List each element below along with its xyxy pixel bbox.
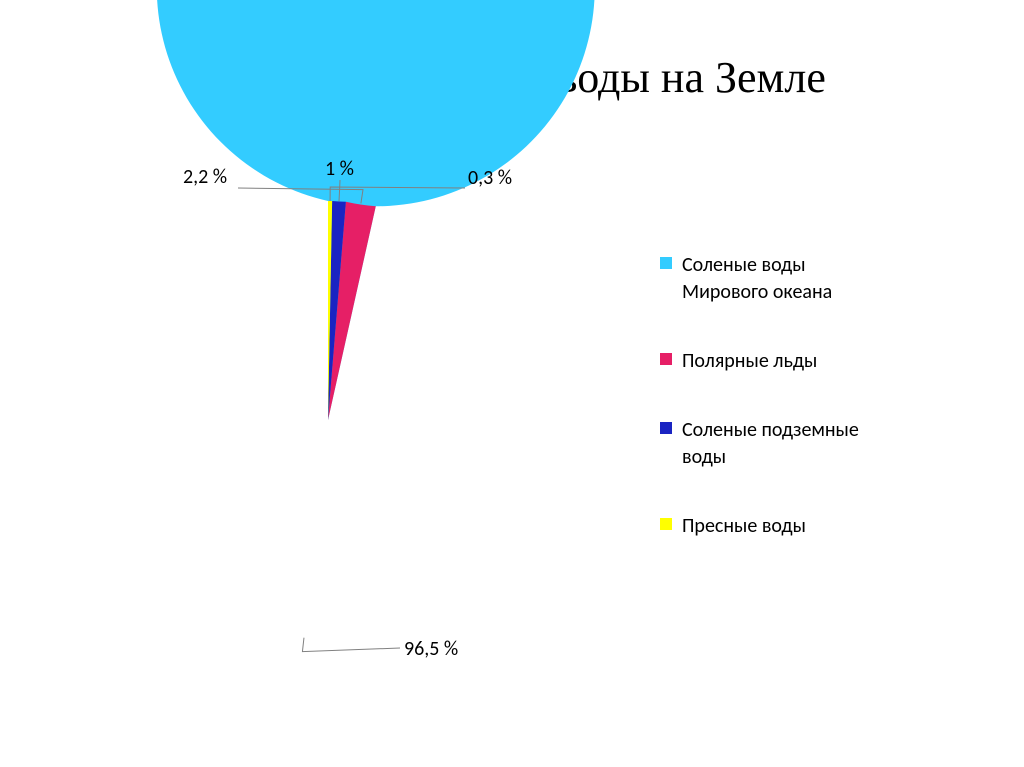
legend-item: Соленые воды Мирового океана — [660, 252, 859, 306]
legend-item: Пресные воды — [660, 513, 859, 540]
legend: Соленые воды Мирового океана Полярные льд… — [660, 252, 859, 582]
legend-swatch — [660, 353, 672, 365]
legend-label: Полярные льды — [682, 348, 817, 375]
legend-item: Соленые подземные воды — [660, 417, 859, 471]
leader-line — [302, 638, 400, 652]
legend-swatch — [660, 422, 672, 434]
data-label: 1 % — [325, 157, 354, 181]
legend-swatch — [660, 518, 672, 530]
legend-label: Пресные воды — [682, 513, 806, 540]
data-label: 0,3 % — [468, 166, 512, 190]
legend-item: Полярные льды — [660, 348, 859, 375]
pie-chart — [0, 0, 1024, 767]
data-label: 2,2 % — [183, 165, 227, 189]
legend-label: Соленые подземные воды — [682, 417, 859, 471]
legend-swatch — [660, 257, 672, 269]
pie-slice — [157, 0, 595, 420]
legend-label: Соленые воды Мирового океана — [682, 252, 832, 306]
data-label: 96,5 % — [404, 637, 458, 661]
